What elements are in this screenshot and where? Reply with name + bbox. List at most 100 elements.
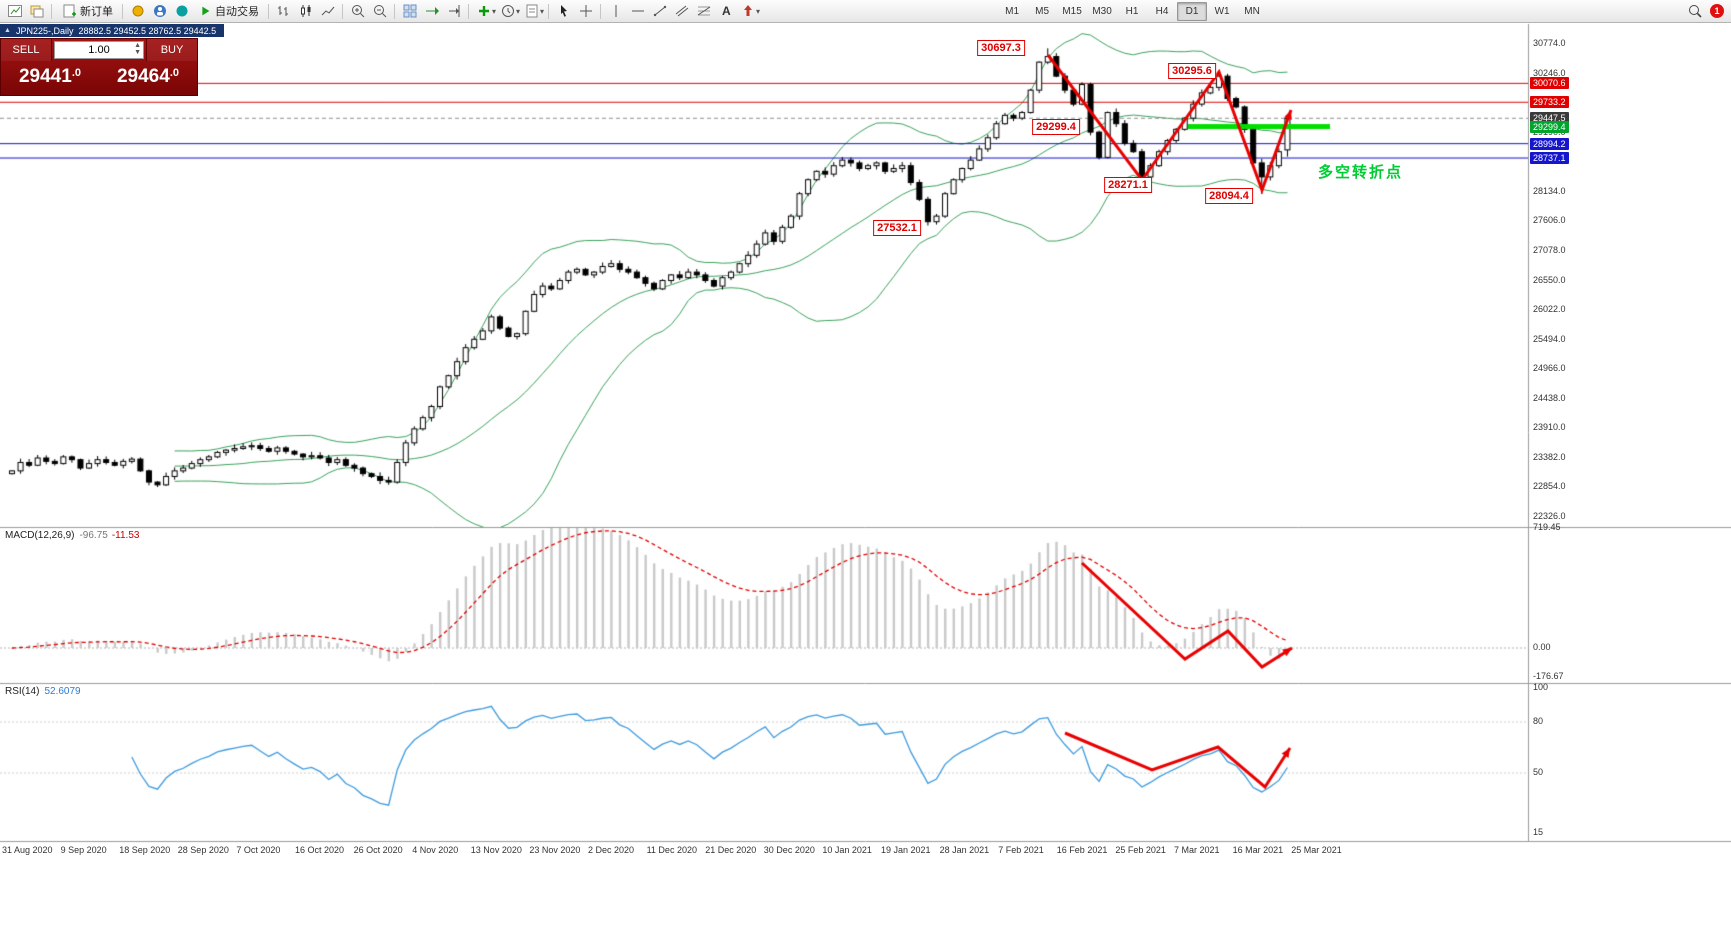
price-level-label: 29299.4 xyxy=(1530,120,1569,133)
rsi-axis-tick: 50 xyxy=(1533,767,1544,777)
date-axis-label: 25 Mar 2021 xyxy=(1291,845,1342,855)
new-order-button[interactable]: 新订单 xyxy=(56,2,118,21)
tile-windows-icon[interactable] xyxy=(399,2,420,21)
candlestick-icon[interactable] xyxy=(295,2,316,21)
bar-chart-icon[interactable] xyxy=(273,2,294,21)
turning-point-note[interactable]: 多空转折点 xyxy=(1318,164,1404,181)
horizontal-line-icon[interactable] xyxy=(627,2,648,21)
market-icon[interactable] xyxy=(127,2,148,21)
symbol-name: JPN225-,Daily xyxy=(15,25,74,36)
arrows-dropdown-caret[interactable]: ▾ xyxy=(756,6,761,16)
chart-title-bar[interactable]: ▲ JPN225-,Daily 28882.5 29452.5 28762.5 … xyxy=(0,24,225,37)
timeframe-M30[interactable]: M30 xyxy=(1092,5,1112,17)
price-axis-tick: 26550.0 xyxy=(1533,274,1566,285)
timeframe-M1[interactable]: M1 xyxy=(1005,5,1020,17)
price-axis-tick: 26022.0 xyxy=(1533,304,1566,315)
date-axis-label: 30 Dec 2020 xyxy=(763,845,815,855)
symbol-ohlc: 28882.5 29452.5 28762.5 29442.5 xyxy=(78,25,217,36)
price-callout[interactable]: 29299.4 xyxy=(1032,119,1080,135)
templates-dropdown-caret[interactable]: ▾ xyxy=(540,6,545,16)
price-axis-tick: 28134.0 xyxy=(1533,185,1566,196)
toolbar: 新订单 自动交易 ▾ ▾ ▾ A ▾ M1 M5 xyxy=(0,0,1731,23)
timeframe-H4[interactable]: H4 xyxy=(1155,5,1169,17)
one-click-trading-panel: SELL 1.00 ▲ ▼ BUY 29441.0 29464.0 xyxy=(0,38,198,96)
sell-price[interactable]: 29441.0 xyxy=(18,66,82,87)
periods-dropdown-caret[interactable]: ▾ xyxy=(516,6,521,16)
toolbar-separator xyxy=(268,3,269,19)
timeframe-W1[interactable]: W1 xyxy=(1214,5,1230,17)
rsi-axis-tick: 80 xyxy=(1533,716,1544,726)
toolbar-separator xyxy=(468,3,469,19)
price-axis-tick: 22326.0 xyxy=(1533,511,1566,521)
arrows-icon[interactable] xyxy=(737,2,758,21)
price-callout[interactable]: 30697.3 xyxy=(977,40,1025,56)
date-axis-label: 25 Feb 2021 xyxy=(1115,845,1166,855)
zoom-in-icon[interactable] xyxy=(347,2,368,21)
macd-signal-value: -11.53 xyxy=(111,530,140,541)
macd-name: MACD(12,26,9) xyxy=(5,530,75,541)
templates-icon[interactable] xyxy=(521,2,542,21)
notification-badge[interactable]: 1 xyxy=(1710,4,1724,18)
date-axis-label: 26 Oct 2020 xyxy=(353,845,403,855)
price-chart-canvas[interactable] xyxy=(0,0,1731,862)
search-icon[interactable] xyxy=(1684,2,1705,21)
price-level-label: 30070.6 xyxy=(1530,77,1569,90)
price-callout[interactable]: 28271.1 xyxy=(1104,177,1152,193)
price-callout[interactable]: 27532.1 xyxy=(873,220,921,236)
timeframe-MN[interactable]: MN xyxy=(1244,5,1260,17)
indicators-icon[interactable] xyxy=(473,2,494,21)
date-axis-label: 16 Mar 2021 xyxy=(1232,845,1284,855)
chart-shift-icon[interactable] xyxy=(443,2,464,21)
timeframe-M15[interactable]: M15 xyxy=(1062,5,1082,17)
price-axis-tick: 30774.0 xyxy=(1533,38,1566,48)
toolbar-right-group: 1 xyxy=(1684,2,1727,21)
community-icon[interactable] xyxy=(149,2,170,21)
collapse-triangle-icon: ▲ xyxy=(4,27,11,34)
crosshair-icon[interactable] xyxy=(575,2,596,21)
macd-header: MACD(12,26,9) -96.75 -11.53 xyxy=(5,530,139,541)
price-level-label: 28737.1 xyxy=(1530,152,1569,165)
price-axis-tick: 24966.0 xyxy=(1533,363,1566,374)
date-axis-label: 13 Nov 2020 xyxy=(470,845,522,855)
date-axis-label: 10 Jan 2021 xyxy=(822,845,872,855)
indicators-dropdown-caret[interactable]: ▾ xyxy=(492,6,497,16)
new-order-icon xyxy=(61,3,77,19)
price-level-label: 28994.2 xyxy=(1530,137,1569,150)
date-axis-label: 23 Nov 2020 xyxy=(529,845,581,855)
zoom-out-icon[interactable] xyxy=(369,2,390,21)
volume-input[interactable]: 1.00 ▲ ▼ xyxy=(54,41,144,59)
price-axis-tick: 24438.0 xyxy=(1533,392,1566,403)
price-level-label: 29733.2 xyxy=(1530,96,1569,109)
timeframe-H1[interactable]: H1 xyxy=(1125,5,1139,17)
cursor-icon[interactable] xyxy=(553,2,574,21)
volume-stepper[interactable]: ▲ ▼ xyxy=(134,42,141,56)
fibonacci-icon[interactable] xyxy=(693,2,714,21)
buy-price[interactable]: 29464.0 xyxy=(116,66,180,87)
sell-button[interactable]: SELL xyxy=(1,39,52,61)
date-axis-label: 31 Aug 2020 xyxy=(2,845,53,855)
line-chart-icon[interactable] xyxy=(317,2,338,21)
trendline-icon[interactable] xyxy=(649,2,670,21)
profiles-icon[interactable] xyxy=(26,2,47,21)
mql5-icon[interactable] xyxy=(171,2,192,21)
periods-icon[interactable] xyxy=(497,2,518,21)
buy-button[interactable]: BUY xyxy=(146,39,197,61)
price-axis-tick: 25494.0 xyxy=(1533,333,1566,344)
toolbar-separator xyxy=(600,3,602,19)
price-callout[interactable]: 30295.6 xyxy=(1168,63,1216,79)
date-axis-label: 2 Dec 2020 xyxy=(588,845,635,855)
date-axis-label: 16 Oct 2020 xyxy=(295,845,345,855)
svg-text:A: A xyxy=(722,4,731,18)
macd-axis-tick: -176.67 xyxy=(1533,671,1564,682)
text-label-icon[interactable]: A xyxy=(715,2,736,21)
price-callout[interactable]: 28094.4 xyxy=(1205,188,1253,204)
toolbar-separator xyxy=(394,3,395,19)
autotrading-button[interactable]: 自动交易 xyxy=(193,2,264,21)
vertical-line-icon[interactable] xyxy=(605,2,626,21)
channel-icon[interactable] xyxy=(671,2,692,21)
timeframe-D1[interactable]: D1 xyxy=(1177,1,1208,21)
new-chart-icon[interactable] xyxy=(4,2,25,21)
date-axis-label: 19 Jan 2021 xyxy=(881,845,931,855)
auto-scroll-icon[interactable] xyxy=(421,2,442,21)
timeframe-M5[interactable]: M5 xyxy=(1035,5,1050,17)
